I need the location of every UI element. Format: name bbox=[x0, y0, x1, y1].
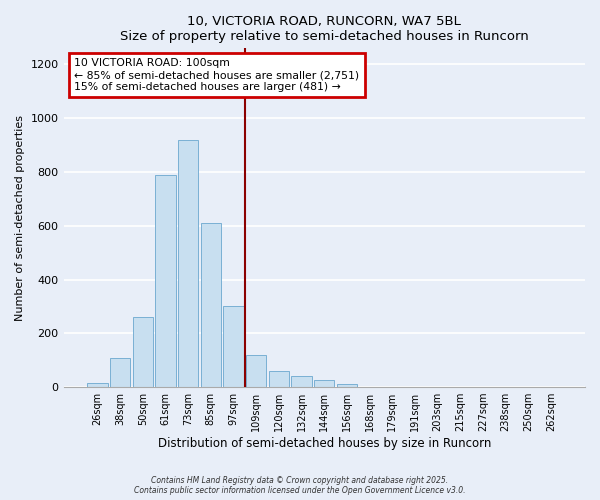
X-axis label: Distribution of semi-detached houses by size in Runcorn: Distribution of semi-detached houses by … bbox=[158, 437, 491, 450]
Bar bbox=[246, 355, 266, 387]
Bar bbox=[110, 358, 130, 387]
Y-axis label: Number of semi-detached properties: Number of semi-detached properties bbox=[15, 114, 25, 320]
Bar bbox=[269, 371, 289, 387]
Bar bbox=[200, 223, 221, 387]
Bar bbox=[87, 383, 107, 387]
Bar bbox=[292, 376, 312, 387]
Bar bbox=[133, 317, 153, 387]
Bar bbox=[314, 380, 334, 387]
Bar bbox=[178, 140, 199, 387]
Bar bbox=[223, 306, 244, 387]
Bar bbox=[155, 174, 176, 387]
Text: 10 VICTORIA ROAD: 100sqm
← 85% of semi-detached houses are smaller (2,751)
15% o: 10 VICTORIA ROAD: 100sqm ← 85% of semi-d… bbox=[74, 58, 359, 92]
Bar bbox=[337, 384, 357, 387]
Text: Contains HM Land Registry data © Crown copyright and database right 2025.
Contai: Contains HM Land Registry data © Crown c… bbox=[134, 476, 466, 495]
Title: 10, VICTORIA ROAD, RUNCORN, WA7 5BL
Size of property relative to semi-detached h: 10, VICTORIA ROAD, RUNCORN, WA7 5BL Size… bbox=[120, 15, 529, 43]
